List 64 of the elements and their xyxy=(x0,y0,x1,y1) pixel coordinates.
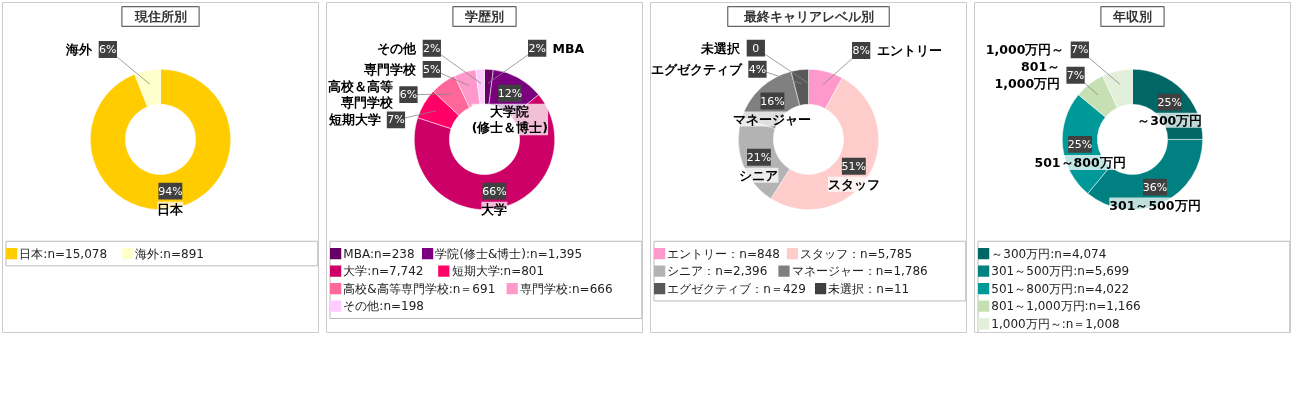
data-label: 12% xyxy=(497,86,523,100)
legend-label: 301～500万円:n=5,699 xyxy=(991,264,1130,279)
data-label: 7% xyxy=(1071,43,1089,57)
chart-title: 年収別 xyxy=(1112,9,1152,25)
data-label: 7% xyxy=(1066,68,1085,82)
legend-label: 高校&高等専門学校:n＝691 xyxy=(343,281,496,296)
text: エグゼクティブ xyxy=(651,61,743,77)
data-label: 36% xyxy=(1142,180,1168,194)
data-label: 8% xyxy=(852,43,870,57)
text: その他 xyxy=(377,40,418,56)
text: シニア xyxy=(739,167,779,183)
text: 短期大学 xyxy=(327,112,381,128)
legend-label: 大学:n=7,742 xyxy=(343,264,424,279)
text: 大学院(修士＆博士) xyxy=(471,103,549,136)
legend-label: 未選択：n=11 xyxy=(828,281,910,296)
data-label: 25% xyxy=(1157,95,1182,109)
text: 大学 xyxy=(481,201,508,217)
data-label: 25% xyxy=(1067,137,1093,151)
legend-label: スタッフ：n=5,785 xyxy=(800,246,913,261)
data-label: 4% xyxy=(748,62,767,76)
data-label: 6% xyxy=(99,42,117,56)
text: 1,000万円～ xyxy=(985,42,1065,58)
legend-label: MBA:n=238 xyxy=(343,246,415,261)
legend-label: 801～1,000万円:n=1,166 xyxy=(991,299,1141,314)
data-label: 51% xyxy=(841,159,867,173)
text: MBA xyxy=(552,40,585,56)
legend-label: 専門学校:n=666 xyxy=(519,281,613,296)
chart-title: 学歴別 xyxy=(465,9,504,25)
text: 未選択 xyxy=(700,40,742,56)
legend-label: ～300万円:n=4,074 xyxy=(991,246,1107,261)
legend-label: 1,000万円～:n＝1,008 xyxy=(991,316,1120,331)
legend-label: その他:n=198 xyxy=(343,299,424,314)
text: ～300万円 xyxy=(1137,112,1203,128)
legend-label: シニア：n=2,396 xyxy=(667,264,768,279)
data-label: 16% xyxy=(760,94,785,108)
data-label: 94% xyxy=(158,184,183,198)
data-label: 21% xyxy=(746,150,772,164)
text: 高校＆高等専門学校 xyxy=(328,78,394,111)
text: マネージャー xyxy=(733,111,812,127)
text: スタッフ xyxy=(827,176,880,192)
text: 301～500万円 xyxy=(1109,197,1201,213)
text: エントリー xyxy=(876,42,942,58)
data-label: 6% xyxy=(399,88,418,102)
data-label: 5% xyxy=(423,62,441,76)
legend-label: 短期大学:n=801 xyxy=(451,264,545,279)
data-label: 2% xyxy=(528,41,546,55)
text: 501～800万円 xyxy=(1034,154,1126,170)
text: 海外 xyxy=(65,41,94,57)
legend-label: エグゼクティブ：n＝429 xyxy=(667,281,806,296)
data-label: 2% xyxy=(423,41,441,55)
legend-label: マネージャー：n=1,786 xyxy=(791,264,928,279)
text: 801～1,000万円 xyxy=(994,59,1061,91)
text: 専門学校 xyxy=(363,61,418,77)
legend-label: 501～800万円:n=4,022 xyxy=(991,281,1130,296)
chart-title: 最終キャリアレベル別 xyxy=(742,9,874,25)
legend-label: エントリー：n=848 xyxy=(667,246,780,261)
legend-label: 学院(修士&博士):n=1,395 xyxy=(435,246,583,261)
chart-title: 現住所別 xyxy=(133,9,187,25)
legend-label: 海外:n=891 xyxy=(135,246,204,261)
text: 0 xyxy=(752,42,760,56)
data-label: 66% xyxy=(482,184,507,198)
text: 日本 xyxy=(157,201,185,217)
legend-label: 日本:n=15,078 xyxy=(19,246,108,261)
data-label: 7% xyxy=(387,113,405,127)
